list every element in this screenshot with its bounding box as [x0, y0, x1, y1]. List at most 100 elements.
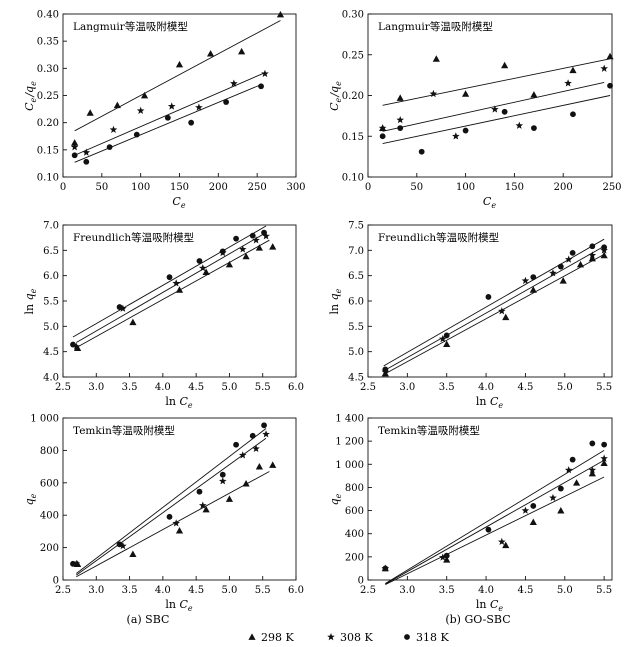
- data-point: [129, 318, 137, 326]
- data-point: [261, 422, 267, 429]
- plot-frame: [62, 417, 297, 581]
- data-point: [262, 232, 270, 240]
- data-point: [462, 90, 470, 97]
- y-tick-label: 800: [40, 446, 59, 457]
- chart-langmuir-gosbc: 0 50 100 150 200 250 0.10 0.15 0.20 0.25 0.30 Langm…: [328, 10, 622, 211]
- x-tick-label: 2.5: [55, 585, 71, 596]
- fit-line: [74, 84, 262, 163]
- legend-item: 318 K: [404, 631, 449, 644]
- x-tick-label: 4.0: [478, 585, 494, 596]
- data-point: [109, 125, 118, 133]
- series-318-k: [71, 83, 264, 165]
- data-point: [501, 61, 509, 69]
- data-point: [136, 106, 145, 114]
- x-tick-label: 100: [456, 182, 475, 193]
- fit-line: [385, 450, 605, 584]
- data-point: [382, 366, 389, 373]
- fit-line: [74, 72, 266, 156]
- y-tick-label: 400: [40, 511, 59, 522]
- data-point: [607, 82, 613, 89]
- data-point: [588, 466, 597, 474]
- data-point: [549, 269, 557, 277]
- data-point: [255, 244, 263, 251]
- data-point: [133, 131, 140, 138]
- legend-marker: [248, 633, 256, 640]
- x-tick-label: 150: [505, 182, 524, 193]
- chart-temkin-sbc: 2.5 3.0 3.5 4.0 4.5 5.0 5.5 6.0 0 200 400 600 800 1 0…: [23, 414, 304, 614]
- y-tick-label: 200: [40, 543, 59, 554]
- series-298-k: [71, 10, 285, 146]
- data-point: [175, 526, 184, 534]
- data-point: [529, 286, 537, 293]
- y-tick-label: 200: [345, 552, 364, 563]
- data-point: [219, 471, 226, 478]
- panel-label-right: (b) GO-SBC: [445, 613, 510, 626]
- data-point: [379, 133, 386, 140]
- data-point: [502, 541, 510, 549]
- data-point: [521, 506, 530, 514]
- data-point: [521, 276, 530, 284]
- x-tick-label: 4.5: [517, 585, 533, 596]
- x-tick-label: 150: [170, 182, 189, 193]
- data-point: [432, 55, 440, 62]
- y-tick-label: 4.0: [43, 373, 59, 384]
- data-point: [557, 506, 565, 514]
- data-point: [261, 229, 267, 236]
- data-point: [206, 50, 215, 57]
- x-tick-label: 3.0: [399, 382, 415, 393]
- data-point: [378, 124, 387, 132]
- data-point: [485, 526, 492, 533]
- y-tick-label: 6.5: [43, 246, 59, 257]
- data-point: [70, 341, 76, 348]
- chart-title: Temkin等温吸附模型: [378, 424, 480, 437]
- x-axis-label: ln Ce: [476, 395, 504, 410]
- y-tick-label: 0: [358, 576, 364, 587]
- legend-marker: [327, 633, 335, 641]
- data-point: [72, 559, 81, 568]
- data-point: [589, 440, 596, 447]
- x-tick-label: 2.5: [55, 382, 71, 393]
- data-point: [71, 152, 78, 159]
- data-point: [564, 79, 572, 87]
- series-318-k: [70, 225, 267, 348]
- fit-line: [74, 20, 281, 132]
- plot-frame: [367, 13, 613, 178]
- series-308-k: [70, 69, 269, 156]
- data-point: [600, 64, 608, 72]
- series-308-k: [381, 454, 608, 585]
- x-tick-label: 4.0: [478, 382, 494, 393]
- data-point: [485, 294, 492, 300]
- x-tick-label: 4.0: [155, 585, 171, 596]
- y-tick-label: 800: [345, 483, 364, 494]
- data-point: [515, 121, 524, 129]
- legend-label: 308 K: [340, 631, 373, 644]
- data-point: [230, 79, 238, 87]
- x-tick-label: 5.5: [596, 382, 612, 393]
- y-tick-label: 0.40: [37, 10, 59, 21]
- data-point: [600, 454, 608, 462]
- chart-grid: 0 50 100 150 200 250 300 0.10 0.15 0.20 0.25 0.30 0.…: [23, 10, 622, 614]
- data-point: [569, 249, 576, 256]
- data-point: [588, 254, 596, 262]
- chart-title: Freundlich等温吸附模型: [73, 231, 194, 244]
- y-tick-label: 5.0: [43, 322, 59, 333]
- data-point: [396, 94, 404, 101]
- y-tick-label: 4.5: [43, 347, 59, 358]
- x-tick-label: 6.0: [288, 585, 304, 596]
- data-point: [557, 485, 564, 492]
- fit-line: [383, 253, 605, 375]
- x-tick-label: 5.5: [255, 382, 271, 393]
- data-point: [429, 89, 438, 98]
- data-point: [491, 105, 499, 113]
- x-tick-label: 0: [365, 182, 371, 193]
- data-point: [113, 101, 121, 109]
- data-point: [569, 66, 577, 74]
- y-tick-label: 6.0: [348, 297, 364, 308]
- x-axis-label: Ce: [483, 195, 497, 210]
- series-308-k: [72, 430, 270, 576]
- data-point: [502, 313, 510, 321]
- data-point: [443, 340, 451, 347]
- y-tick-label: 400: [345, 529, 364, 540]
- data-point: [601, 244, 608, 251]
- data-point: [106, 144, 113, 151]
